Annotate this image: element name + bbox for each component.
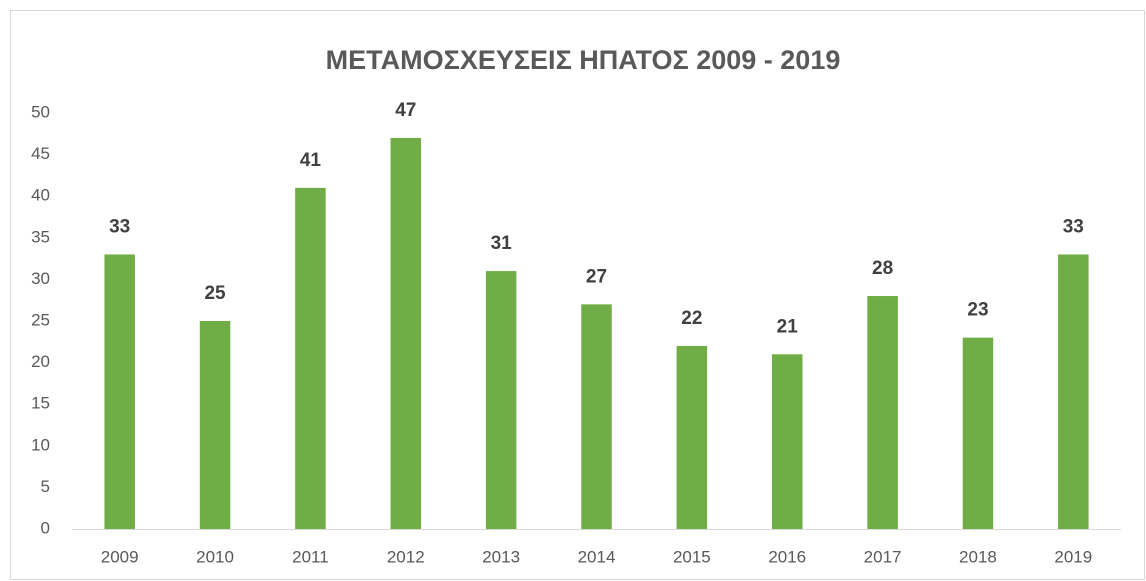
chart-border (10, 10, 1145, 580)
data-label: 25 (204, 283, 226, 304)
x-tick-label: 2015 (673, 547, 711, 566)
y-tick-label: 45 (31, 144, 50, 163)
x-tick-label: 2014 (578, 547, 616, 566)
bar (390, 137, 422, 529)
bar (104, 254, 135, 529)
data-label: 47 (395, 100, 416, 121)
bar (199, 321, 231, 529)
y-tick-label: 25 (31, 310, 50, 329)
bar (676, 345, 708, 529)
data-label: 23 (967, 300, 988, 321)
y-tick-label: 0 (41, 518, 50, 537)
bar (867, 296, 898, 529)
x-tick-label: 2018 (959, 547, 997, 566)
data-label: 22 (681, 308, 702, 329)
y-tick-label: 5 (41, 477, 50, 496)
bar (485, 271, 517, 529)
y-tick-label: 35 (31, 227, 50, 246)
x-tick-label: 2009 (101, 547, 139, 566)
y-tick-label: 50 (31, 102, 50, 121)
x-tick-label: 2017 (864, 547, 902, 566)
data-label: 28 (872, 258, 893, 279)
bar (771, 354, 803, 529)
x-tick-label: 2011 (292, 547, 329, 566)
data-label: 41 (300, 150, 322, 171)
data-label: 33 (109, 216, 130, 237)
bar (581, 304, 612, 529)
bar (962, 337, 994, 529)
y-tick-label: 20 (31, 352, 50, 371)
x-tick-label: 2010 (196, 547, 234, 566)
y-tick-label: 10 (31, 435, 50, 454)
y-tick-label: 15 (31, 394, 50, 413)
data-label: 33 (1063, 216, 1084, 237)
data-label: 27 (586, 266, 607, 287)
y-tick-label: 40 (31, 186, 50, 205)
y-tick-label: 30 (31, 269, 50, 288)
x-tick-label: 2013 (482, 547, 520, 566)
data-label: 21 (777, 316, 799, 337)
data-label: 31 (491, 233, 513, 254)
x-tick-label: 2019 (1054, 547, 1092, 566)
bar (1058, 254, 1089, 529)
bar (295, 187, 326, 529)
x-tick-label: 2016 (768, 547, 806, 566)
chart-title: ΜΕΤΑΜΟΣΧΕΥΣΕΙΣ ΗΠΑΤΟΣ 2009 - 2019 (326, 45, 841, 75)
x-tick-label: 2012 (387, 547, 425, 566)
